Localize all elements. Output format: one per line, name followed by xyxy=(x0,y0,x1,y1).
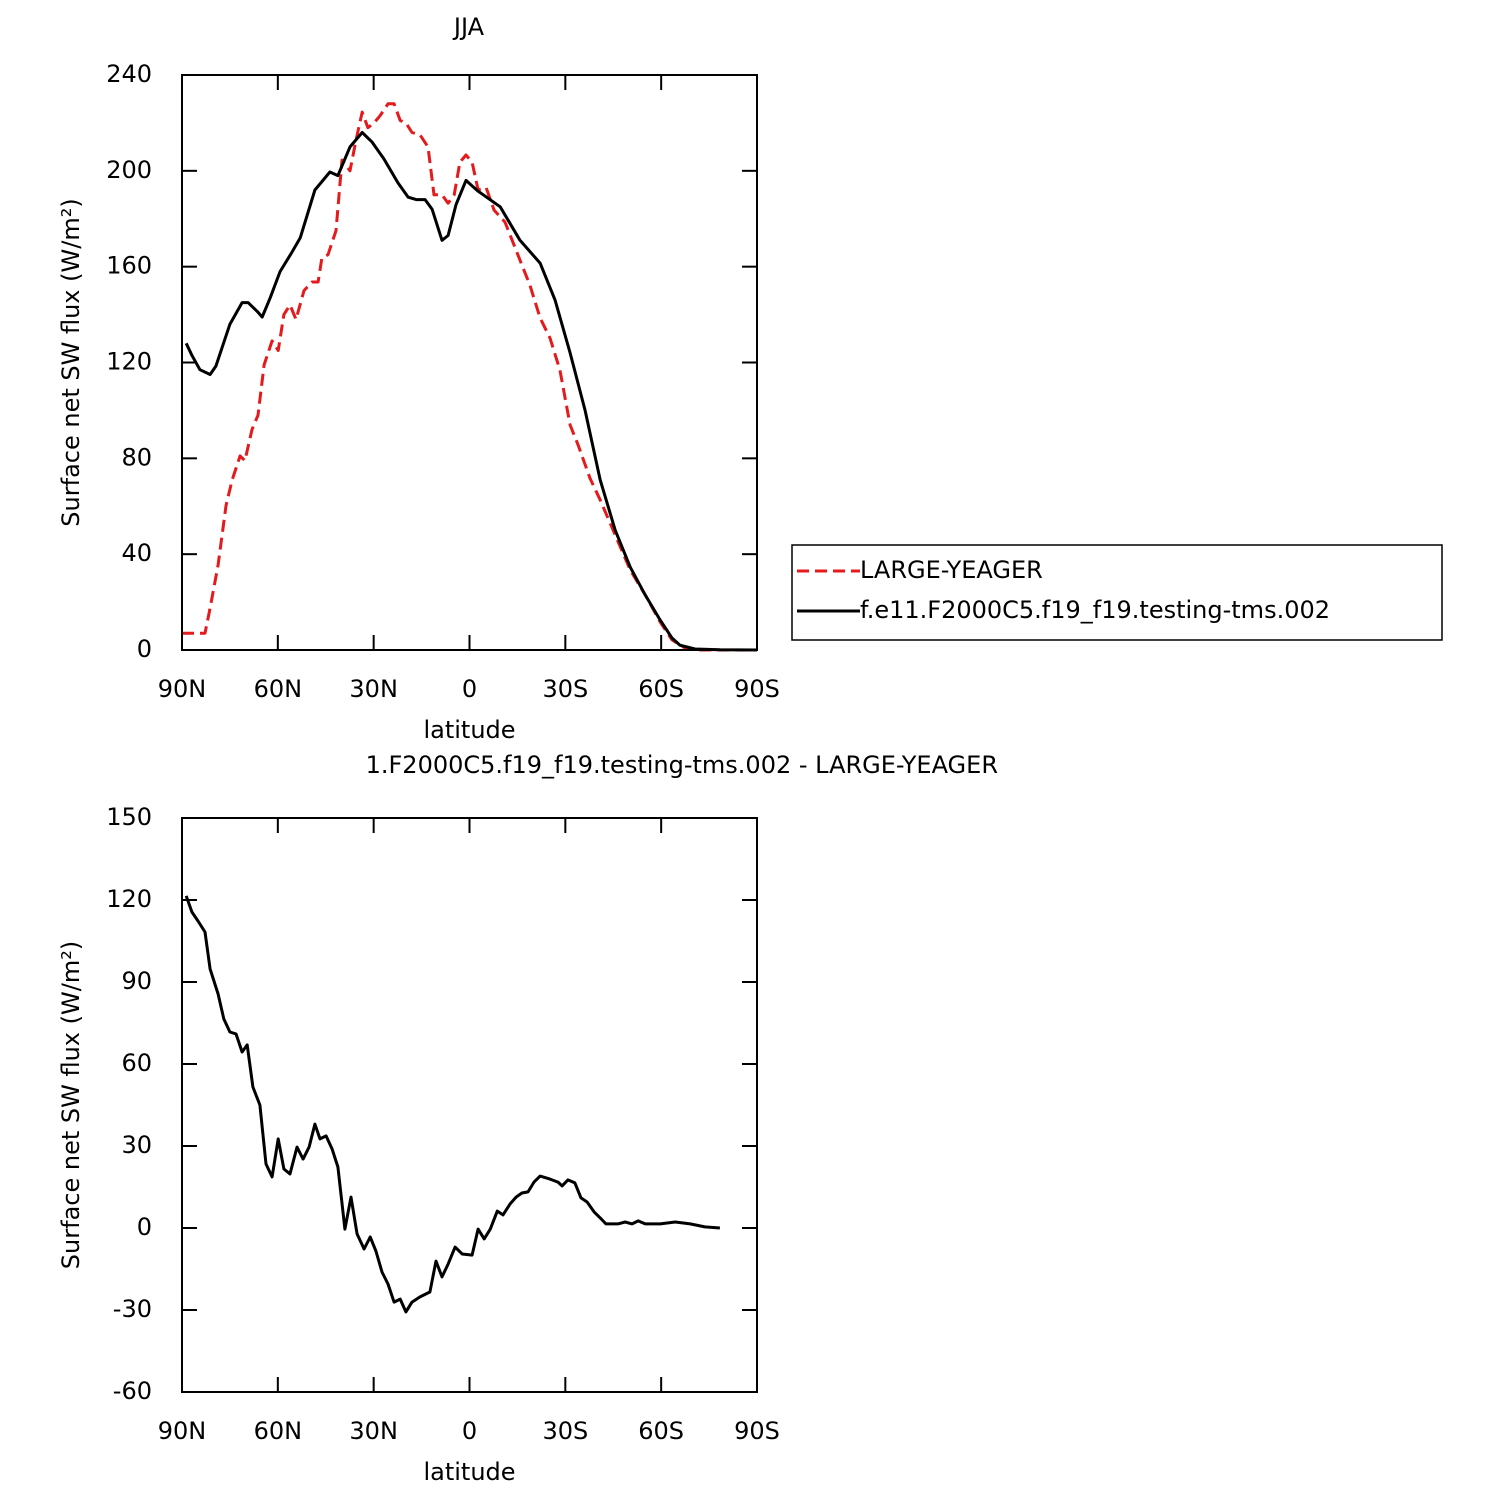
x-tick-label: 60S xyxy=(638,1417,684,1445)
x-tick-label: 60N xyxy=(254,675,303,703)
y-tick-label: 30 xyxy=(121,1131,152,1159)
x-tick-label: 90N xyxy=(158,1417,207,1445)
y-tick-label: 120 xyxy=(106,348,152,376)
y-axis-label: Surface net SW flux (W/m²) xyxy=(57,198,85,526)
x-tick-label: 30N xyxy=(349,675,398,703)
x-tick-label: 30S xyxy=(542,675,588,703)
y-tick-label: 40 xyxy=(121,539,152,567)
x-tick-label: 0 xyxy=(462,1417,477,1445)
data-line xyxy=(184,895,721,1314)
chart-title: 1.F2000C5.f19_f19.testing-tms.002 - LARG… xyxy=(366,751,998,779)
x-axis-label: latitude xyxy=(423,1458,515,1486)
y-tick-label: 90 xyxy=(121,967,152,995)
x-axis-label: latitude xyxy=(423,716,515,744)
y-tick-label: 240 xyxy=(106,60,152,88)
legend-label: f.e11.F2000C5.f19_f19.testing-tms.002 xyxy=(860,596,1330,624)
x-tick-label: 90N xyxy=(158,675,207,703)
y-tick-label: -60 xyxy=(113,1377,152,1405)
data-line xyxy=(184,131,758,652)
y-tick-label: 150 xyxy=(106,803,152,831)
y-tick-label: 80 xyxy=(121,443,152,471)
y-tick-label: 200 xyxy=(106,156,152,184)
legend-box xyxy=(791,544,1443,641)
x-tick-label: 0 xyxy=(462,675,477,703)
plot-frame xyxy=(181,74,758,651)
x-tick-label: 90S xyxy=(734,675,780,703)
x-tick-label: 90S xyxy=(734,1417,780,1445)
x-tick-label: 30N xyxy=(349,1417,398,1445)
x-tick-label: 60S xyxy=(638,675,684,703)
chart-title: JJA xyxy=(452,13,485,41)
y-tick-label: -30 xyxy=(113,1295,152,1323)
legend-label: LARGE-YEAGER xyxy=(860,556,1043,584)
y-tick-label: 160 xyxy=(106,252,152,280)
y-tick-label: 120 xyxy=(106,885,152,913)
x-tick-label: 30S xyxy=(542,1417,588,1445)
y-tick-label: 0 xyxy=(137,635,152,663)
y-axis-label: Surface net SW flux (W/m²) xyxy=(57,941,85,1269)
x-tick-label: 60N xyxy=(254,1417,303,1445)
y-tick-label: 0 xyxy=(137,1213,152,1241)
y-tick-label: 60 xyxy=(121,1049,152,1077)
data-line xyxy=(182,102,757,652)
plot-frame xyxy=(181,817,758,1393)
